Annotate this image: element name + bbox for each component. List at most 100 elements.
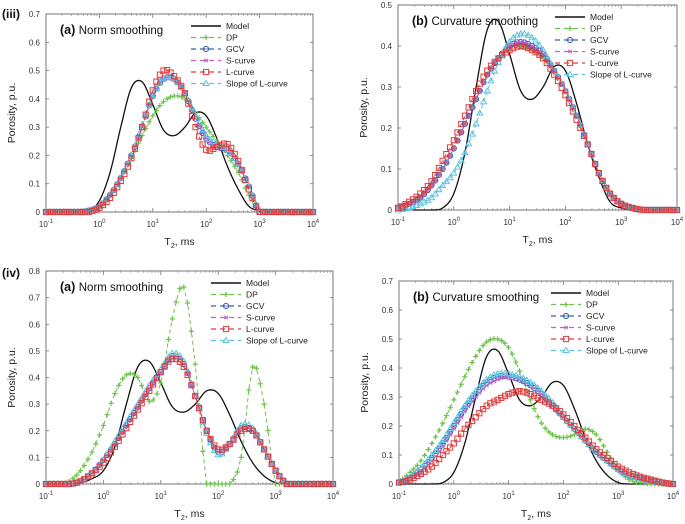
point-slope-of-l-curve xyxy=(602,183,611,191)
point-slope-of-l-curve xyxy=(168,349,177,357)
legend-marker-slope-of-l-curve xyxy=(562,346,570,353)
legend-marker-slope-of-l-curve xyxy=(222,336,230,343)
x-tick-label: 101 xyxy=(155,491,168,501)
point-l-curve xyxy=(288,208,295,216)
series-slope-of-l-curve xyxy=(42,349,337,487)
point-dp xyxy=(177,285,183,291)
legend-item-gcv: GCV xyxy=(551,311,605,321)
legend-item-dp: DP xyxy=(551,300,598,310)
point-slope-of-l-curve xyxy=(209,137,218,145)
point-l-curve xyxy=(57,208,64,216)
point-l-curve xyxy=(58,480,65,488)
y-tick-label: 0.5 xyxy=(381,1,393,10)
point-l-curve xyxy=(472,414,479,421)
point-l-curve xyxy=(647,476,655,483)
point-l-curve xyxy=(461,112,469,119)
point-l-curve xyxy=(428,463,435,470)
point-l-curve xyxy=(626,469,633,476)
point-l-curve xyxy=(666,480,673,487)
point-l-curve xyxy=(256,208,263,216)
point-l-curve xyxy=(71,208,78,216)
legend-label: GCV xyxy=(586,311,605,321)
point-l-curve xyxy=(107,449,115,456)
point-dp xyxy=(553,433,559,440)
point-slope-of-l-curve xyxy=(260,445,268,452)
point-l-curve xyxy=(647,206,655,214)
point-slope-of-l-curve xyxy=(431,446,440,453)
point-l-curve xyxy=(439,451,446,459)
point-l-curve xyxy=(424,183,431,190)
point-l-curve xyxy=(450,137,457,144)
x-tick-label: 100 xyxy=(93,219,106,229)
y-tick-label: 0.1 xyxy=(29,453,41,462)
y-axis: 0 0.1 0.2 0.3 0.4 0.5 0.6 0.7 xyxy=(29,10,313,217)
point-l-curve xyxy=(171,73,178,80)
point-dp xyxy=(542,425,548,431)
point-dp xyxy=(480,343,486,349)
point-dp xyxy=(447,405,453,411)
point-dp xyxy=(476,348,482,354)
point-l-curve xyxy=(403,477,410,485)
point-l-curve xyxy=(461,425,468,432)
y-tick-label: 0.5 xyxy=(382,335,394,344)
point-dp xyxy=(429,440,435,446)
point-dp xyxy=(135,374,141,381)
point-l-curve xyxy=(245,186,253,193)
point-l-curve xyxy=(82,208,89,216)
legend-label: Slope of L-curve xyxy=(226,79,288,89)
point-l-curve xyxy=(263,208,270,216)
legend-item-l-curve: L-curve xyxy=(211,324,275,334)
point-s-curve xyxy=(495,377,500,382)
point-l-curve xyxy=(542,398,549,405)
point-slope-of-l-curve xyxy=(464,396,473,404)
point-slope-of-l-curve xyxy=(497,369,506,376)
legend-item-l-curve: L-curve xyxy=(191,67,255,77)
point-l-curve xyxy=(295,480,302,488)
point-dp xyxy=(502,340,508,346)
point-l-curve xyxy=(473,88,480,95)
point-dp xyxy=(265,427,271,434)
series-dp xyxy=(395,42,680,213)
point-l-curve xyxy=(509,389,516,396)
point-l-curve xyxy=(206,147,213,154)
point-l-curve xyxy=(655,478,662,485)
point-dp xyxy=(425,447,431,453)
point-slope-of-l-curve xyxy=(431,190,439,197)
point-l-curve xyxy=(203,146,210,153)
point-l-curve xyxy=(199,417,206,424)
point-l-curve xyxy=(640,474,647,481)
point-l-curve xyxy=(593,446,600,453)
series-model xyxy=(46,79,313,213)
point-l-curve xyxy=(156,71,164,78)
point-slope-of-l-curve xyxy=(195,119,203,126)
point-dp xyxy=(600,443,607,449)
point-slope-of-l-curve xyxy=(476,109,484,116)
point-l-curve xyxy=(450,440,457,447)
point-l-curve xyxy=(92,206,99,213)
point-l-curve xyxy=(73,479,80,486)
point-l-curve xyxy=(662,206,669,214)
point-l-curve xyxy=(659,206,666,214)
plot-area xyxy=(42,284,337,488)
point-l-curve xyxy=(669,480,677,488)
point-l-curve xyxy=(131,145,139,152)
point-dp xyxy=(165,336,172,343)
point-l-curve xyxy=(220,140,228,147)
point-slope-of-l-curve xyxy=(172,349,180,356)
y-tick-label: 0.4 xyxy=(29,374,41,383)
panel-title-text: Norm smoothing xyxy=(79,282,163,294)
point-l-curve xyxy=(65,480,73,488)
point-dp xyxy=(234,469,240,475)
point-l-curve xyxy=(476,410,483,417)
point-l-curve xyxy=(637,473,644,480)
point-l-curve xyxy=(78,208,85,216)
point-l-curve xyxy=(117,177,124,184)
point-l-curve xyxy=(185,100,192,107)
point-dp xyxy=(246,387,252,393)
point-l-curve xyxy=(651,477,658,484)
y-tick-label: 0.8 xyxy=(29,267,41,276)
x-tick-label: 102 xyxy=(212,491,225,501)
point-l-curve xyxy=(432,171,439,179)
point-l-curve xyxy=(178,82,185,89)
point-slope-of-l-curve xyxy=(206,438,215,446)
